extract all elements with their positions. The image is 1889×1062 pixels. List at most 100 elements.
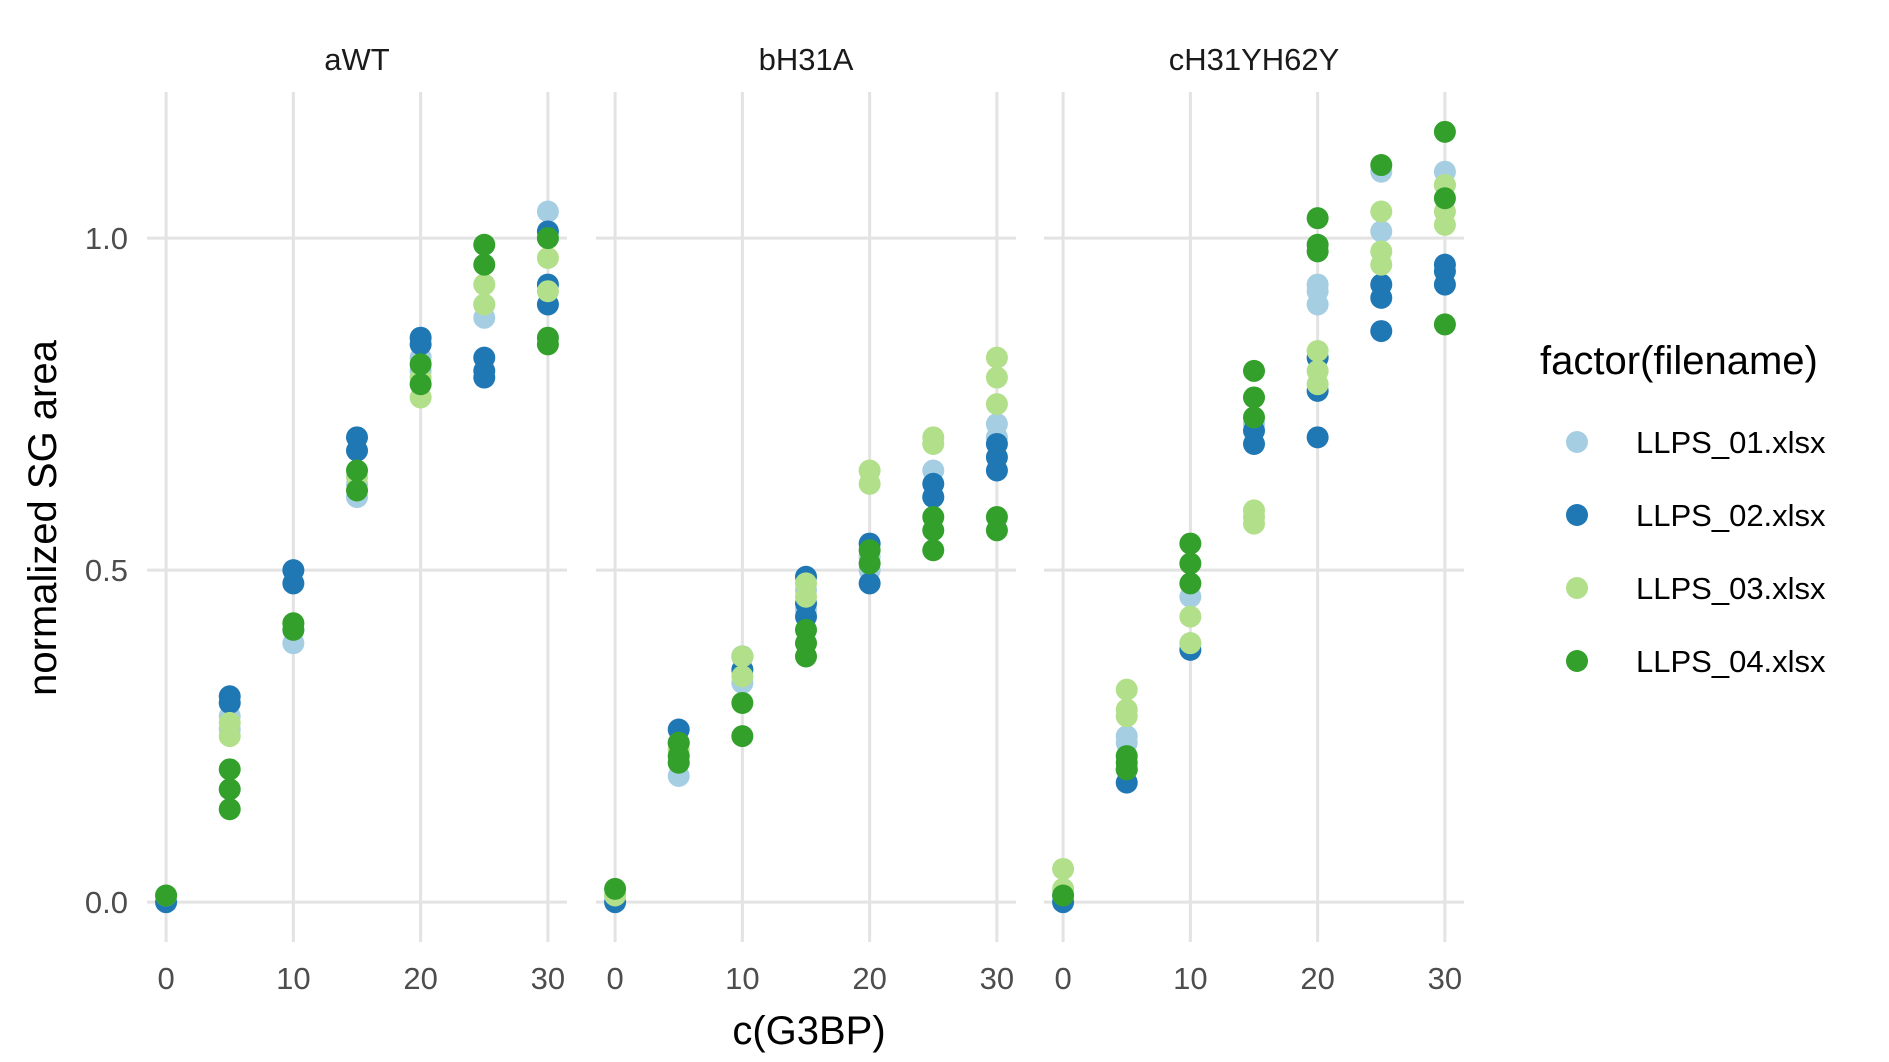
data-point [473, 273, 496, 296]
facet-strip-title: bH31A [759, 42, 854, 77]
x-tick-label: 10 [276, 961, 310, 996]
facet-panel: cH31YH62Y 0 10 20 30 [1044, 42, 1464, 996]
data-point [1370, 253, 1393, 276]
data-point [731, 665, 754, 688]
legend-key [1566, 504, 1588, 526]
data-point [1179, 552, 1202, 575]
data-point [218, 691, 241, 714]
legend: factor(filename) LLPS_01.xlsx LLPS_02.xls… [1540, 339, 1826, 679]
data-point [1243, 406, 1265, 429]
x-tick-label: 20 [852, 961, 886, 996]
data-point [985, 393, 1008, 416]
legend-label: LLPS_03.xlsx [1636, 571, 1826, 606]
data-point [1179, 572, 1202, 595]
legend-label: LLPS_02.xlsx [1636, 498, 1826, 533]
data-point [218, 758, 241, 781]
data-point [1433, 213, 1456, 236]
x-tick-label: 30 [531, 961, 565, 996]
data-point [1433, 187, 1456, 210]
data-point [218, 798, 241, 821]
data-point [1306, 240, 1329, 263]
x-tick-label: 10 [1173, 961, 1207, 996]
data-point [1306, 373, 1329, 396]
data-point [1306, 293, 1329, 316]
legend-label: LLPS_04.xlsx [1636, 644, 1826, 679]
data-point [536, 227, 559, 250]
data-point [1243, 512, 1265, 535]
data-point [1052, 884, 1075, 907]
y-axis-title: normalized SG area [21, 339, 65, 695]
data-point [1370, 200, 1393, 223]
data-point [1306, 426, 1329, 449]
data-point [985, 366, 1008, 389]
data-point [922, 486, 945, 509]
facet-panels: aWT 0 10 20 30 bH31A 0 10 20 30 cH31YH62Y 0 10 20 30 [147, 42, 1464, 996]
x-tick-label: 30 [980, 961, 1014, 996]
data-point [1115, 705, 1138, 728]
data-point [473, 366, 496, 389]
data-point [282, 572, 305, 595]
data-point [667, 751, 690, 774]
legend-key [1566, 577, 1588, 599]
data-point [1243, 432, 1265, 455]
data-point [1433, 273, 1456, 296]
data-point [922, 519, 945, 542]
data-point [346, 459, 368, 482]
data-point [536, 333, 559, 356]
facet-strip-title: aWT [324, 42, 390, 77]
data-point [536, 280, 559, 303]
legend-label: LLPS_01.xlsx [1636, 425, 1826, 460]
y-tick-label: 0.0 [85, 885, 128, 920]
data-point [731, 725, 754, 748]
data-point [473, 253, 496, 276]
data-point [1306, 207, 1329, 230]
data-point [922, 539, 945, 562]
facet-panel: aWT 0 10 20 30 [147, 42, 567, 996]
data-point [1179, 632, 1202, 655]
data-point [1370, 286, 1393, 309]
x-tick-label: 0 [606, 961, 623, 996]
data-point [536, 200, 559, 223]
data-point [218, 778, 241, 801]
data-point [1243, 386, 1265, 409]
data-point [795, 645, 817, 668]
data-point [858, 552, 881, 575]
data-point [218, 725, 241, 748]
x-tick-label: 0 [1054, 961, 1071, 996]
legend-key [1566, 650, 1588, 672]
data-point [858, 572, 881, 595]
data-point [1179, 605, 1202, 628]
x-tick-label: 20 [403, 961, 437, 996]
data-point [795, 585, 817, 608]
data-point [985, 346, 1008, 369]
data-point [409, 353, 432, 376]
data-point [731, 645, 754, 668]
data-point [346, 479, 368, 502]
data-point [1370, 220, 1393, 243]
facet-strip-title: cH31YH62Y [1169, 42, 1340, 77]
x-tick-label: 10 [725, 961, 759, 996]
data-point [1115, 758, 1138, 781]
x-axis-title: c(G3BP) [732, 1009, 885, 1053]
y-tick-label: 0.5 [85, 553, 128, 588]
legend-key [1566, 431, 1588, 453]
data-point [536, 247, 559, 270]
facet-panel: bH31A 0 10 20 30 [596, 42, 1016, 996]
data-point [1179, 532, 1202, 555]
data-point [1370, 154, 1393, 177]
data-point [985, 459, 1008, 482]
data-point [1306, 339, 1329, 362]
data-point [731, 691, 754, 714]
data-point [473, 233, 496, 256]
data-point [1243, 359, 1265, 382]
legend-title: factor(filename) [1540, 339, 1818, 383]
data-point [858, 472, 881, 495]
data-point [985, 519, 1008, 542]
data-point [1433, 313, 1456, 336]
data-point [1052, 857, 1075, 880]
x-tick-label: 0 [157, 961, 174, 996]
data-point [346, 439, 368, 462]
data-point [155, 884, 178, 907]
x-tick-label: 20 [1300, 961, 1334, 996]
